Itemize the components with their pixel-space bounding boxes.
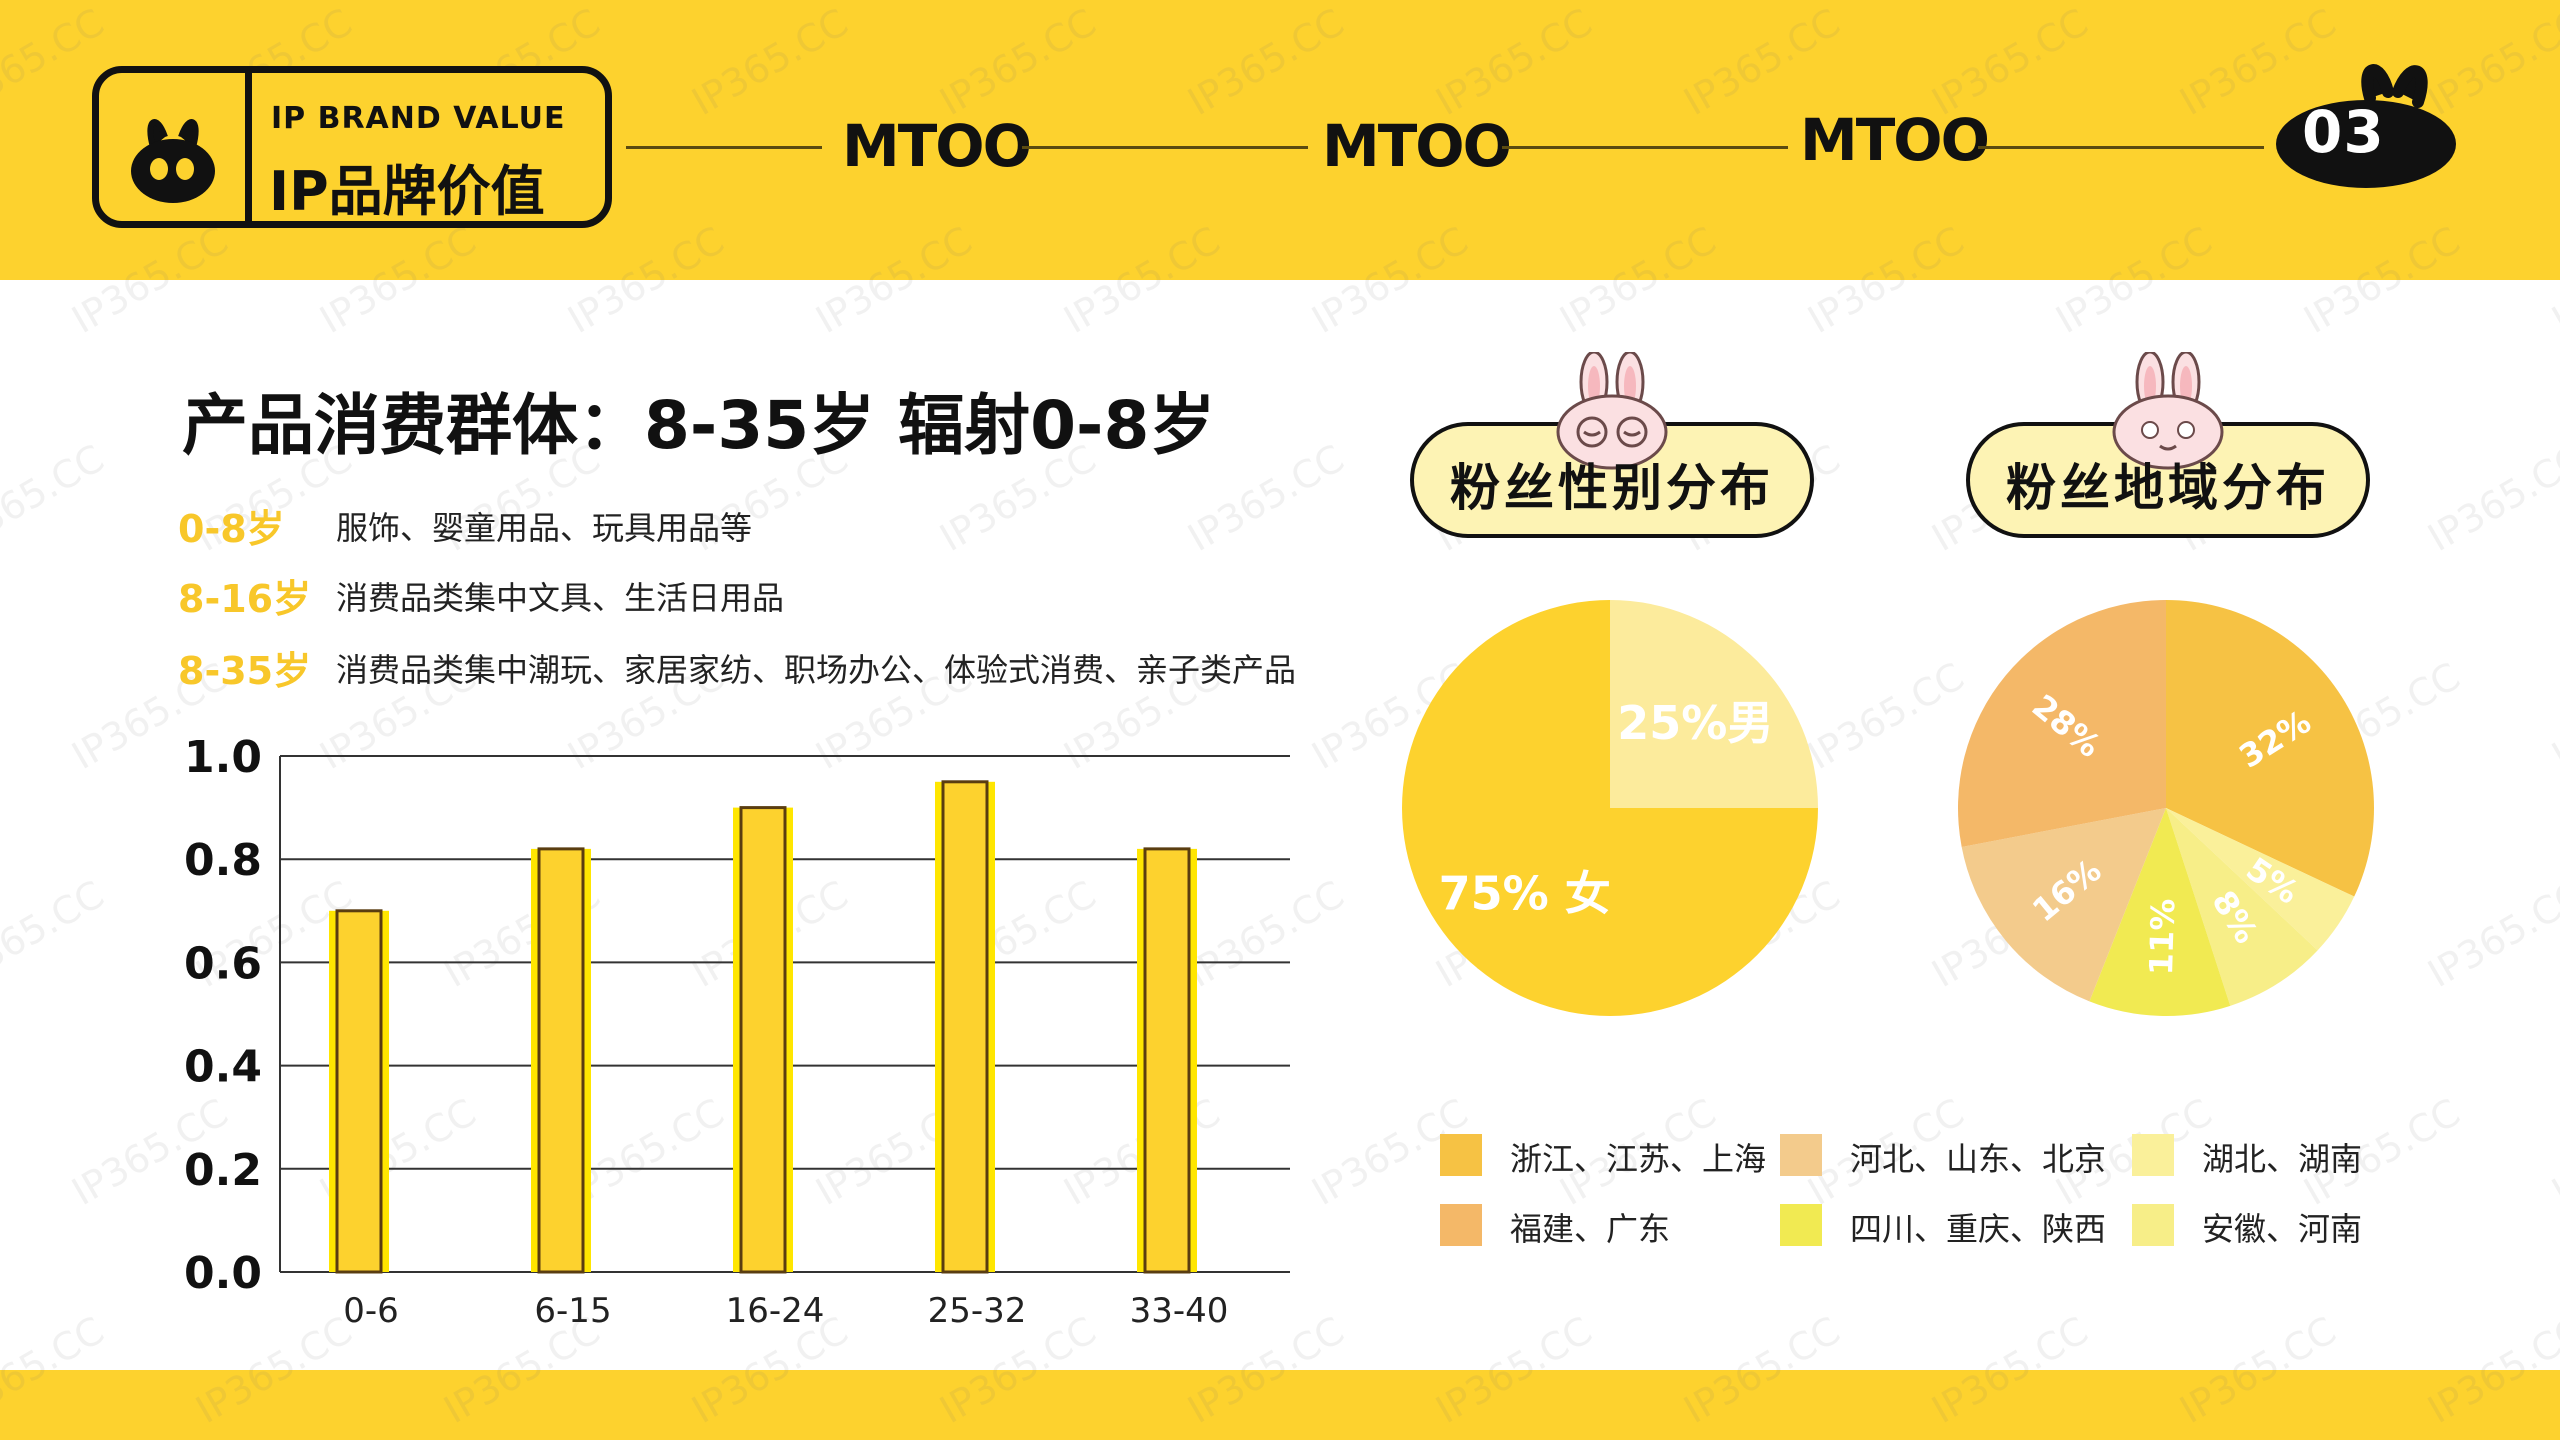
pie-slice [1610,600,1818,808]
x-tick-label: 25-32 [928,1291,1027,1331]
page-number: 03 [2302,98,2385,166]
brand-badge: IP BRAND VALUE IP品牌价值 [92,66,612,228]
bar [335,909,383,1274]
legend-label: 安徽、河南 [2202,1210,2363,1248]
header-line [626,146,822,149]
region-chart-title: 粉丝地域分布 [2006,459,2330,517]
bunny-page-icon [2276,64,2456,188]
watermark-text: IP365.CC [1800,653,1972,779]
brand-english-label: IP BRAND VALUE [271,101,566,136]
header-line [1022,146,1308,149]
header-line [1502,146,1788,149]
y-tick-label: 0.6 [184,938,262,989]
legend-swatch [1780,1134,1822,1176]
age-group-desc: 消费品类集中潮玩、家居家纺、职场办公、体验式消费、亲子类产品 [336,650,1297,689]
x-tick-label: 6-15 [534,1291,611,1331]
y-tick-label: 1.0 [184,732,262,783]
region-legend: 浙江、江苏、上海 河北、山东、北京 湖北、湖南福建、广东 四川、重庆、陕西 安徽、河南 [1440,1130,2420,1270]
legend-label: 湖北、湖南 [2202,1140,2363,1178]
pie-slice [1958,600,2166,847]
region-pill-header: 粉丝地域分布 [1966,352,2370,538]
age-group-desc: 服饰、婴童用品、玩具用品等 [336,508,753,547]
legend-swatch [2132,1204,2174,1246]
bunny-face-icon [2112,352,2224,470]
bar [941,780,989,1274]
brand-divider [245,73,252,221]
gender-pill-header: 粉丝性别分布 [1410,352,1814,538]
pie-slice-label: 75% 女 [1439,866,1611,920]
bar [1143,847,1191,1274]
legend-label: 四川、重庆、陕西 [1850,1210,2107,1248]
pie-slice [1961,808,2166,1002]
age-group-label: 8-16岁 [178,577,312,621]
y-tick-label: 0.8 [184,835,262,886]
x-tick-label: 16-24 [726,1291,825,1331]
mtoo-mark: MTOO [842,112,1032,180]
mtoo-mark: MTOO [1322,112,1512,180]
mtoo-mark: MTOO [1800,106,1990,174]
age-group-label: 0-8岁 [178,507,285,551]
age-group-row: 8-35岁 消费品类集中潮玩、家居家纺、职场办公、体验式消费、亲子类产品 [178,640,1297,693]
region-pie-chart: 32%5%8%11%16%28% [1958,600,2374,1016]
footer-band [0,1370,2560,1440]
watermark-text: IP365.CC [0,871,112,997]
age-group-label: 8-35岁 [178,649,312,693]
pie-slice [2166,600,2374,897]
y-tick-label: 0.4 [184,1042,262,1093]
watermark-text: IP365.CC [2544,653,2560,779]
x-tick-label: 33-40 [1130,1291,1229,1331]
bunny-glasses-icon [1556,352,1668,470]
page-number-badge: 03 [2272,58,2460,190]
bar [537,847,585,1274]
pie-slice [2166,808,2318,1006]
legend-label: 河北、山东、北京 [1850,1140,2107,1178]
watermark-text: IP365.CC [2420,435,2560,561]
watermark-text: IP365.CC [2420,871,2560,997]
watermark-text: IP365.CC [2544,1089,2560,1215]
age-group-row: 0-8岁 服饰、婴童用品、玩具用品等 [178,498,753,551]
legend-swatch [2132,1134,2174,1176]
age-bar-chart: 0.0 0.2 0.4 0.6 0.8 1.0 0-6 6-15 16-24 25-32 33-40 [184,732,1290,1331]
watermark-text: IP365.CC [0,435,112,561]
gender-chart-title: 粉丝性别分布 [1450,459,1774,517]
gender-pie-chart: 25%男 75% 女 [1402,600,1818,1016]
pie-slice [1402,600,1818,1016]
pie-slice [2166,808,2355,951]
brand-chinese-title: IP品牌价值 [269,160,545,223]
age-group-desc: 消费品类集中文具、生活日用品 [336,578,785,617]
age-group-row: 8-16岁 消费品类集中文具、生活日用品 [178,568,785,621]
bar [739,806,787,1274]
pie-slice-label: 25%男 [1617,696,1773,750]
header-line [1978,146,2264,149]
legend-label: 福建、广东 [1510,1210,1671,1248]
legend-label: 浙江、江苏、上海 [1510,1140,1767,1178]
y-tick-label: 0.0 [184,1248,262,1299]
legend-swatch [1440,1134,1482,1176]
y-tick-label: 0.2 [184,1145,262,1196]
legend-swatch [1440,1204,1482,1246]
x-tick-label: 0-6 [343,1291,399,1331]
pie-slice-label: 11% [2142,898,2182,976]
legend-swatch [1780,1204,1822,1246]
page-title: 产品消费群体：8-35岁 辐射0-8岁 [182,387,1216,464]
pie-slice [2089,808,2231,1016]
bunny-mascot-icon [131,119,215,203]
